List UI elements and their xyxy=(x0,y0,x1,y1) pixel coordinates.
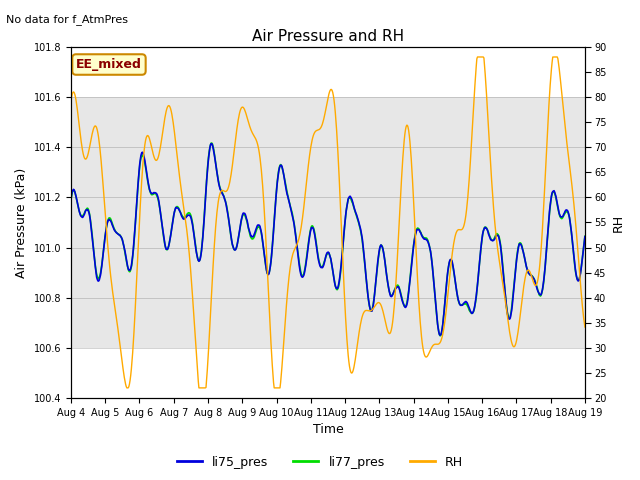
Title: Air Pressure and RH: Air Pressure and RH xyxy=(252,29,404,44)
Y-axis label: Air Pressure (kPa): Air Pressure (kPa) xyxy=(15,168,28,277)
Text: EE_mixed: EE_mixed xyxy=(76,58,142,71)
Text: No data for f_AtmPres: No data for f_AtmPres xyxy=(6,14,129,25)
Bar xyxy=(71,97,585,348)
Y-axis label: RH: RH xyxy=(612,214,625,231)
Legend: li75_pres, li77_pres, RH: li75_pres, li77_pres, RH xyxy=(172,451,468,474)
X-axis label: Time: Time xyxy=(312,423,343,436)
